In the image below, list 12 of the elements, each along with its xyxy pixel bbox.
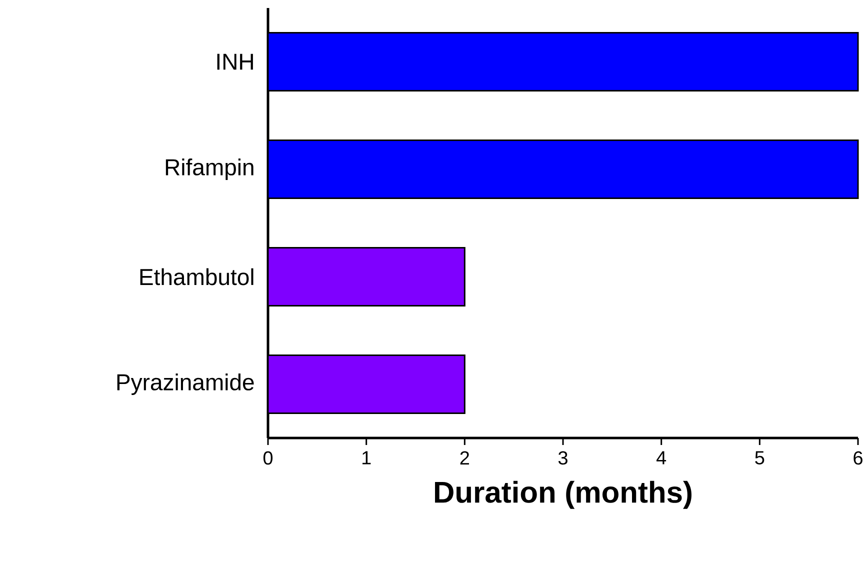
x-tick-label: 4 <box>656 451 666 464</box>
y-tick-label: Ethambutol <box>140 268 254 286</box>
x-tick-label: 0 <box>263 451 273 465</box>
x-tick-label: 5 <box>755 451 764 464</box>
x-axis-title: Duration (months) <box>435 480 692 509</box>
y-tick-label: Pyrazinamide <box>117 374 254 395</box>
x-tick-label: 3 <box>558 451 568 465</box>
x-tick-label: 1 <box>362 451 371 464</box>
x-tick-label: 6 <box>854 451 862 465</box>
y-tick-label: INH <box>217 54 253 70</box>
y-tick-label: Rifampin <box>166 158 254 180</box>
x-tick-label: 2 <box>460 451 469 464</box>
